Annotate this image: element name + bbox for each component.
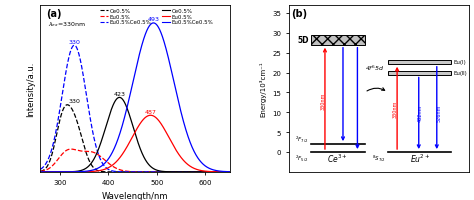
Text: 526nm: 526nm — [436, 104, 441, 121]
Text: Eu(Ⅱ): Eu(Ⅱ) — [453, 71, 467, 76]
Bar — [310, 36, 365, 46]
Text: 487: 487 — [145, 109, 156, 114]
Text: 482nm: 482nm — [418, 104, 423, 121]
Text: 423: 423 — [113, 91, 126, 96]
Y-axis label: Energy/10³cm⁻¹: Energy/10³cm⁻¹ — [260, 61, 267, 117]
Text: Eu$^{2+}$: Eu$^{2+}$ — [410, 152, 430, 164]
Text: 493: 493 — [147, 17, 159, 22]
X-axis label: Wavelength/nm: Wavelength/nm — [102, 191, 168, 200]
Text: 330: 330 — [68, 99, 80, 104]
Y-axis label: Intensity/a.u.: Intensity/a.u. — [26, 61, 35, 117]
Text: 330nm: 330nm — [393, 100, 398, 117]
Text: 4f$^6$5d: 4f$^6$5d — [365, 63, 384, 72]
Text: (a): (a) — [46, 9, 62, 19]
Text: 5D: 5D — [297, 35, 309, 44]
Text: 330: 330 — [68, 40, 80, 45]
Bar — [388, 61, 451, 64]
Text: Eu(Ⅰ): Eu(Ⅰ) — [453, 60, 466, 65]
Text: $^2F_{7/2}$: $^2F_{7/2}$ — [295, 134, 309, 144]
Text: (b): (b) — [291, 9, 307, 19]
Text: $^8S_{7/2}$: $^8S_{7/2}$ — [373, 153, 386, 162]
Text: $\lambda_{ex}$=330nm: $\lambda_{ex}$=330nm — [48, 20, 86, 29]
Legend: Ce0.5%, Eu0.5%, Eu0.5%Ce0.5%: Ce0.5%, Eu0.5%, Eu0.5%Ce0.5% — [163, 9, 214, 25]
Bar — [388, 71, 451, 75]
Text: 330nm: 330nm — [320, 92, 326, 110]
Text: $^2F_{5/2}$: $^2F_{5/2}$ — [295, 153, 309, 162]
Text: Ce$^{3+}$: Ce$^{3+}$ — [328, 152, 348, 164]
